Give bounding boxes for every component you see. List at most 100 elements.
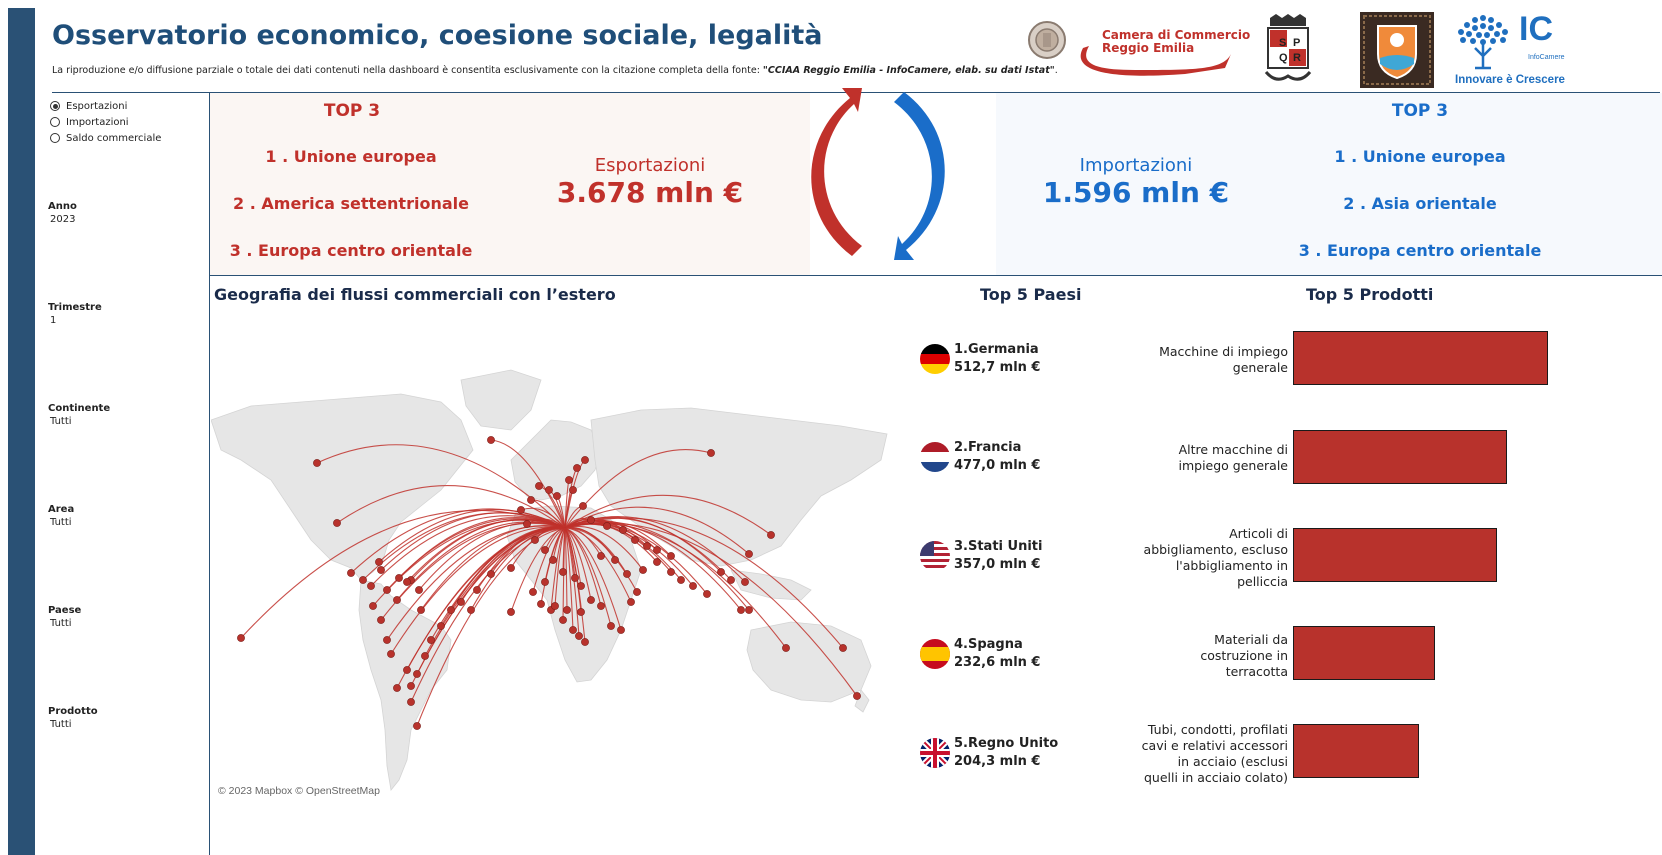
filter-continente[interactable]: Continente Tutti <box>48 403 110 427</box>
destination-marker[interactable] <box>377 616 385 624</box>
destination-marker[interactable] <box>415 586 423 594</box>
product-bar-2[interactable] <box>1293 430 1507 484</box>
product-bar-5[interactable] <box>1293 724 1419 778</box>
destination-marker[interactable] <box>575 632 583 640</box>
destination-marker[interactable] <box>529 588 537 596</box>
country-item-stati-uniti[interactable]: 3.Stati Uniti 357,0 mln € <box>920 538 1042 574</box>
destination-marker[interactable] <box>427 636 435 644</box>
destination-marker[interactable] <box>531 536 539 544</box>
destination-marker[interactable] <box>403 666 411 674</box>
destination-marker[interactable] <box>535 482 543 490</box>
destination-marker[interactable] <box>569 626 577 634</box>
destination-marker[interactable] <box>413 670 421 678</box>
destination-marker[interactable] <box>523 520 531 528</box>
flow-option-esportazioni[interactable]: Esportazioni <box>46 98 206 114</box>
destination-marker[interactable] <box>653 558 661 566</box>
filter-value[interactable]: Tutti <box>50 416 72 427</box>
destination-marker[interactable] <box>782 644 790 652</box>
destination-marker[interactable] <box>407 698 415 706</box>
destination-marker[interactable] <box>407 682 415 690</box>
destination-marker[interactable] <box>565 476 573 484</box>
destination-marker[interactable] <box>581 638 589 646</box>
destination-marker[interactable] <box>579 502 587 510</box>
destination-marker[interactable] <box>745 606 753 614</box>
radio-esportazioni[interactable] <box>50 101 60 111</box>
destination-marker[interactable] <box>487 436 495 444</box>
country-item-regno-unito[interactable]: 5.Regno Unito 204,3 mln € <box>920 735 1058 771</box>
product-bar-1[interactable] <box>1293 331 1548 385</box>
destination-marker[interactable] <box>393 596 401 604</box>
filter-value[interactable]: Tutti <box>50 719 72 730</box>
destination-marker[interactable] <box>623 570 631 578</box>
destination-marker[interactable] <box>631 536 639 544</box>
filter-paese[interactable]: Paese Tutti <box>48 605 81 629</box>
destination-marker[interactable] <box>737 606 745 614</box>
destination-marker[interactable] <box>545 486 553 494</box>
destination-marker[interactable] <box>413 722 421 730</box>
destination-marker[interactable] <box>551 602 559 610</box>
destination-marker[interactable] <box>577 582 585 590</box>
destination-marker[interactable] <box>717 568 725 576</box>
destination-marker[interactable] <box>627 598 635 606</box>
filter-area[interactable]: Area Tutti <box>48 504 74 528</box>
destination-marker[interactable] <box>367 582 375 590</box>
destination-marker[interactable] <box>653 546 661 554</box>
destination-marker[interactable] <box>387 650 395 658</box>
destination-marker[interactable] <box>617 626 625 634</box>
destination-marker[interactable] <box>667 568 675 576</box>
product-bar-4[interactable] <box>1293 626 1435 680</box>
trade-flow-map[interactable] <box>210 310 891 800</box>
destination-marker[interactable] <box>639 566 647 574</box>
destination-marker[interactable] <box>559 616 567 624</box>
radio-saldo[interactable] <box>50 133 60 143</box>
destination-marker[interactable] <box>517 506 525 514</box>
destination-marker[interactable] <box>541 578 549 586</box>
destination-marker[interactable] <box>597 602 605 610</box>
destination-marker[interactable] <box>507 608 515 616</box>
destination-marker[interactable] <box>437 622 445 630</box>
destination-marker[interactable] <box>643 542 651 550</box>
destination-marker[interactable] <box>741 578 749 586</box>
destination-marker[interactable] <box>707 449 715 457</box>
destination-marker[interactable] <box>487 570 495 578</box>
destination-marker[interactable] <box>541 546 549 554</box>
destination-marker[interactable] <box>571 574 579 582</box>
destination-marker[interactable] <box>549 556 557 564</box>
destination-marker[interactable] <box>573 464 581 472</box>
filter-value[interactable]: Tutti <box>50 618 72 629</box>
destination-marker[interactable] <box>853 692 861 700</box>
destination-marker[interactable] <box>607 622 615 630</box>
destination-marker[interactable] <box>839 644 847 652</box>
destination-marker[interactable] <box>421 652 429 660</box>
destination-marker[interactable] <box>597 552 605 560</box>
destination-marker[interactable] <box>563 606 571 614</box>
destination-marker[interactable] <box>313 459 321 467</box>
destination-marker[interactable] <box>587 516 595 524</box>
destination-marker[interactable] <box>417 606 425 614</box>
destination-marker[interactable] <box>527 496 535 504</box>
destination-marker[interactable] <box>553 492 561 500</box>
destination-marker[interactable] <box>581 456 589 464</box>
destination-marker[interactable] <box>347 569 355 577</box>
country-item-spagna[interactable]: 4.Spagna 232,6 mln € <box>920 636 1040 672</box>
destination-marker[interactable] <box>473 586 481 594</box>
destination-marker[interactable] <box>559 568 567 576</box>
destination-marker[interactable] <box>467 606 475 614</box>
destination-marker[interactable] <box>369 602 377 610</box>
destination-marker[interactable] <box>587 596 595 604</box>
filter-value[interactable]: 1 <box>50 315 57 326</box>
filter-value[interactable]: 2023 <box>50 214 76 225</box>
destination-marker[interactable] <box>333 519 341 527</box>
filter-trimestre[interactable]: Trimestre 1 <box>48 302 102 326</box>
map-canvas[interactable] <box>210 310 891 800</box>
destination-marker[interactable] <box>619 526 627 534</box>
destination-marker[interactable] <box>395 574 403 582</box>
destination-marker[interactable] <box>577 608 585 616</box>
destination-marker[interactable] <box>633 588 641 596</box>
filter-value[interactable]: Tutti <box>50 517 72 528</box>
destination-marker[interactable] <box>375 558 383 566</box>
destination-marker[interactable] <box>447 606 455 614</box>
filter-anno[interactable]: Anno 2023 <box>48 201 77 225</box>
product-bar-3[interactable] <box>1293 528 1497 582</box>
destination-marker[interactable] <box>689 582 697 590</box>
